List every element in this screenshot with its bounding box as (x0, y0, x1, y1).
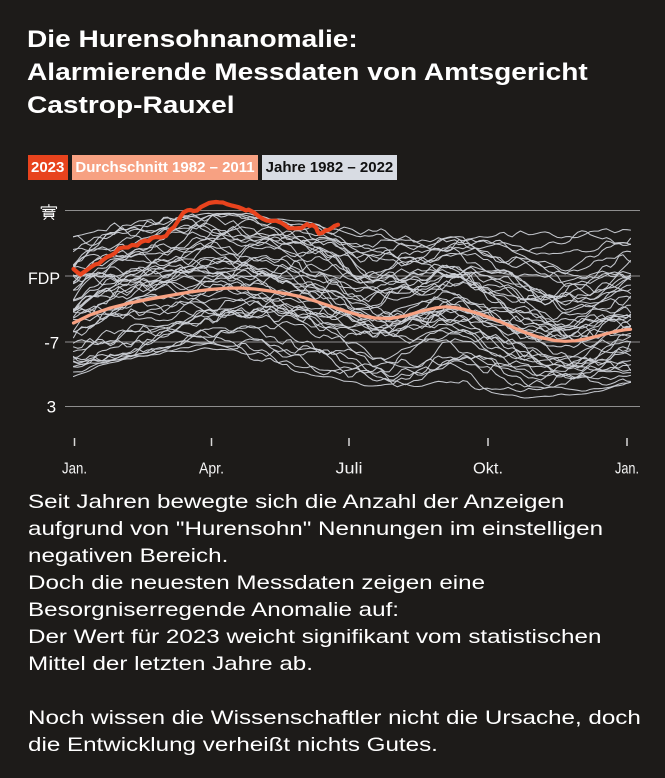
svg-text:FDP: FDP (28, 269, 60, 288)
svg-text:3: 3 (47, 398, 57, 417)
svg-text:Jan.: Jan. (615, 461, 639, 478)
svg-text:-7: -7 (44, 334, 59, 353)
svg-text:Juli: Juli (336, 461, 363, 478)
svg-text:Jan.: Jan. (62, 461, 87, 478)
svg-text:Apr.: Apr. (199, 461, 224, 478)
svg-text:Okt.: Okt. (473, 461, 503, 478)
